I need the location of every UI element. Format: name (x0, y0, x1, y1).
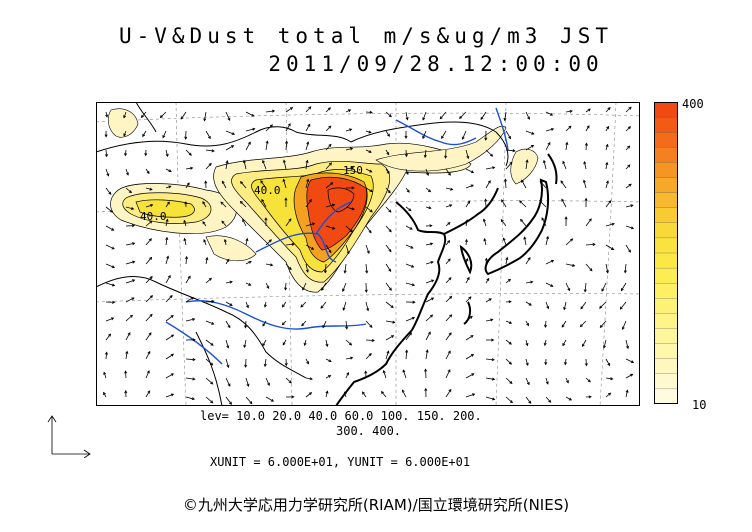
chart-datetime: 2011/09/28.12:00:00 (268, 52, 604, 76)
levels-line-2: 300. 400. (336, 424, 402, 438)
borders (96, 102, 509, 406)
wind-vectors (103, 106, 635, 405)
contour-label: 40.0 (254, 184, 281, 197)
chart-title: U-V&Dust total m/s&ug/m3 JST (118, 24, 613, 48)
rivers (165, 107, 509, 365)
credit-text: ©九州大学応用力学研究所(RIAM)/国立環境研究所(NIES) (182, 496, 570, 514)
colorbar-max-label: 400 (682, 97, 704, 111)
unit-vector-axes (47, 415, 91, 458)
dust-map: 40.0 40.0 150 (96, 102, 640, 406)
coastline (335, 153, 558, 406)
colorbar-min-label: 10 (692, 398, 707, 412)
levels-line-1: lev= 10.0 20.0 40.0 60.0 100. 150. 200. (200, 409, 482, 423)
contour-label: 40.0 (140, 210, 167, 223)
dust-concentration-field (107, 108, 539, 293)
colorbar (654, 102, 678, 404)
contour-label: 150 (343, 164, 363, 177)
map-frame (96, 102, 640, 406)
unit-vector-line: XUNIT = 6.000E+01, YUNIT = 6.000E+01 (210, 455, 471, 469)
